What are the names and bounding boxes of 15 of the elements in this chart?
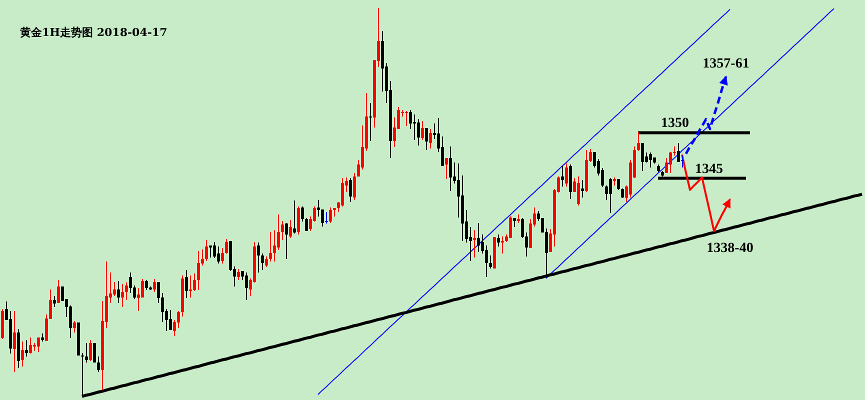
candlestick xyxy=(325,212,328,224)
candlestick xyxy=(405,111,408,126)
candlestick xyxy=(501,236,504,254)
series-label: 1338-40 xyxy=(706,241,754,256)
candlestick xyxy=(369,102,372,141)
candlestick xyxy=(189,276,192,298)
series-label: 1345 xyxy=(695,162,723,178)
candlestick xyxy=(25,340,28,356)
candlestick xyxy=(293,200,296,234)
candlestick xyxy=(473,230,476,258)
candlestick xyxy=(681,155,684,168)
text: 黄金1H走势图 2018-04-17 xyxy=(19,26,168,39)
series-label: 1350 xyxy=(661,116,689,131)
series-label: 1357-61 xyxy=(702,56,750,72)
candlestick xyxy=(209,245,212,258)
